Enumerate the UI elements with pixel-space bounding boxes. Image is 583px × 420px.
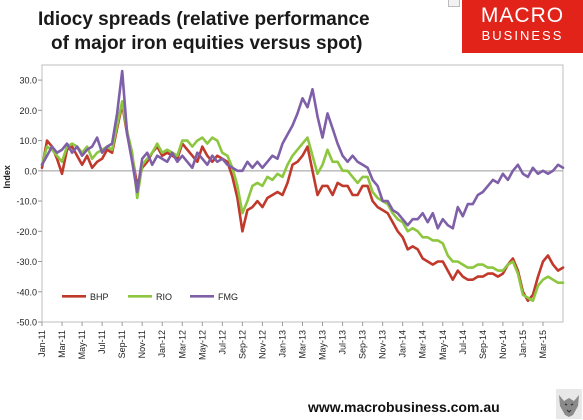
x-tick-label: Jul-14 [458, 330, 468, 355]
x-tick-label: Jul-12 [217, 330, 227, 355]
x-tick-label: Mar-15 [538, 330, 548, 359]
chart-title: Idiocy spreads (relative performance of … [28, 8, 448, 56]
series-line-bhp [40, 103, 565, 303]
x-tick-label: May-12 [197, 330, 207, 360]
x-tick-label: Nov-11 [137, 330, 147, 358]
chart-title-line-1: Idiocy spreads (relative performance [38, 9, 370, 30]
y-tick-label: -50.0 [16, 318, 37, 328]
x-tick-label: May-11 [77, 330, 87, 359]
corner-tab [448, 0, 460, 7]
chart-title-line-2: of major iron equities versus spot) [51, 33, 363, 54]
series-line-fmg [40, 69, 565, 230]
footer-url: www.macrobusiness.com.au [308, 399, 500, 415]
x-tick-label: Jan-12 [157, 330, 167, 358]
y-tick-label: 10.0 [19, 136, 37, 146]
legend-label-rio: RIO [156, 292, 172, 302]
y-tick-label: -40.0 [16, 287, 37, 297]
x-tick-label: Nov-12 [257, 330, 267, 359]
x-tick-label: Jul-13 [338, 330, 348, 355]
x-tick-label: Sep-13 [358, 330, 368, 359]
y-tick-label: 30.0 [19, 76, 37, 86]
logo-line-2: BUSINESS [481, 28, 564, 43]
x-tick-label: Mar-14 [418, 330, 428, 359]
x-tick-label: Sep-11 [117, 330, 127, 358]
y-tick-label: -30.0 [16, 257, 37, 267]
plot-area [41, 64, 564, 323]
x-tick-label: Nov-14 [498, 330, 508, 359]
y-tick-label: 20.0 [19, 106, 37, 116]
y-tick-label: -10.0 [16, 197, 37, 207]
y-tick-label: -20.0 [16, 227, 37, 237]
x-tick-label: Jan-15 [518, 330, 528, 358]
y-axis-title: Index [2, 165, 12, 189]
x-tick-label: Sep-12 [237, 330, 247, 359]
x-tick-label: Mar-12 [177, 330, 187, 359]
x-tick-label: Mar-11 [57, 330, 67, 358]
x-tick-label: Jul-11 [97, 330, 107, 354]
x-tick-label: Jan-13 [277, 330, 287, 358]
series-line-rio [40, 100, 565, 303]
x-tick-label: Mar-13 [298, 330, 308, 359]
legend-label-fmg: FMG [218, 292, 238, 302]
wolf-logo-icon [556, 389, 582, 419]
legend-label-bhp: BHP [90, 292, 109, 302]
x-tick-label: Jan-11 [37, 330, 47, 357]
logo-line-1: MACRO [480, 4, 565, 27]
x-tick-label: Jan-14 [398, 330, 408, 358]
x-tick-label: May-13 [318, 330, 328, 360]
x-tick-label: Nov-13 [378, 330, 388, 359]
x-tick-label: Sep-14 [478, 330, 488, 359]
x-tick-label: May-14 [438, 330, 448, 360]
y-tick-label: 0.0 [24, 166, 37, 176]
macrobusiness-logo: MACRO BUSINESS [462, 0, 583, 53]
